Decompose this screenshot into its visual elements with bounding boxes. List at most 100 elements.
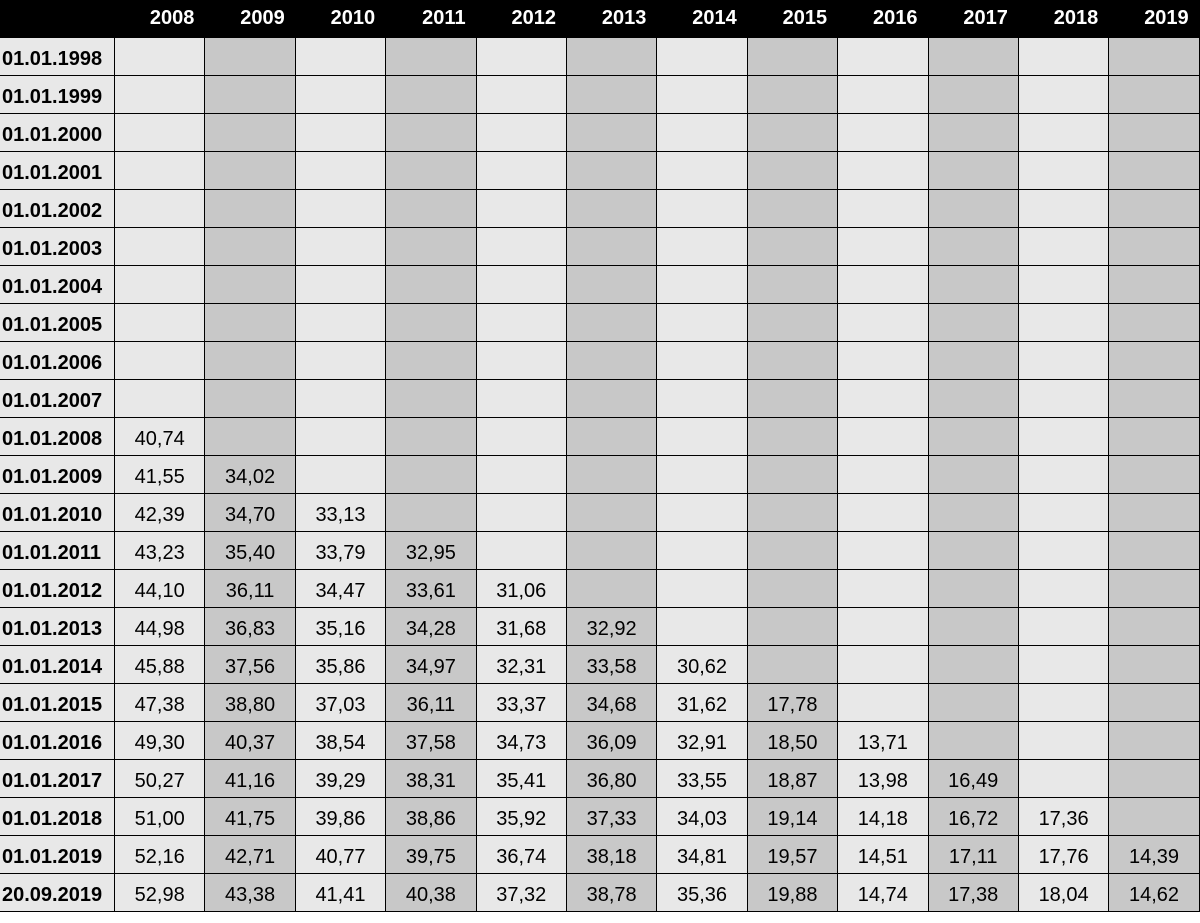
- table-cell: [386, 228, 477, 266]
- table-cell: [295, 228, 387, 266]
- table-cell: [747, 380, 839, 418]
- table-corner: [0, 0, 115, 38]
- table-cell: [566, 456, 658, 494]
- table-cell: 52,98: [115, 874, 206, 912]
- table-cell: 42,71: [205, 836, 296, 874]
- table-cell: 34,73: [476, 722, 567, 760]
- table-cell: 31,68: [476, 608, 567, 646]
- table-cell: [1109, 380, 1200, 418]
- table-cell: [657, 570, 748, 608]
- table-cell: [657, 342, 748, 380]
- table-cell: [1018, 114, 1110, 152]
- table-cell: 16,72: [928, 798, 1019, 836]
- table-cell: 36,11: [205, 570, 296, 608]
- table-cell: [928, 532, 1019, 570]
- column-header: 2018: [1018, 0, 1110, 38]
- table-cell: [1018, 532, 1110, 570]
- table-cell: [1018, 380, 1110, 418]
- table-cell: 40,37: [205, 722, 296, 760]
- table-cell: 35,41: [476, 760, 567, 798]
- table-cell: [205, 76, 296, 114]
- column-header: 2008: [115, 0, 206, 38]
- table-cell: [1109, 798, 1200, 836]
- table-cell: [838, 76, 929, 114]
- table-cell: 38,31: [386, 760, 477, 798]
- row-label: 01.01.2017: [0, 760, 115, 798]
- table-cell: [657, 114, 748, 152]
- table-cell: [476, 228, 567, 266]
- row-label: 01.01.2015: [0, 684, 115, 722]
- table-cell: [747, 456, 839, 494]
- table-cell: 33,58: [566, 646, 658, 684]
- table-cell: 43,38: [205, 874, 296, 912]
- table-cell: [747, 228, 839, 266]
- table-cell: [1109, 456, 1200, 494]
- column-header: 2009: [205, 0, 296, 38]
- table-cell: [295, 418, 387, 456]
- table-cell: [386, 76, 477, 114]
- table-cell: [205, 190, 296, 228]
- table-cell: [1109, 608, 1200, 646]
- table-cell: 34,68: [566, 684, 658, 722]
- table-cell: [295, 190, 387, 228]
- table-cell: [386, 342, 477, 380]
- row-label: 01.01.1999: [0, 76, 115, 114]
- table-cell: [928, 266, 1019, 304]
- table-cell: [386, 380, 477, 418]
- table-cell: [657, 228, 748, 266]
- table-cell: 38,86: [386, 798, 477, 836]
- table-cell: [566, 76, 658, 114]
- table-cell: 32,92: [566, 608, 658, 646]
- table-cell: 41,16: [205, 760, 296, 798]
- table-cell: [1018, 684, 1110, 722]
- table-cell: [657, 304, 748, 342]
- table-cell: 31,06: [476, 570, 567, 608]
- table-cell: [566, 380, 658, 418]
- table-cell: 50,27: [115, 760, 206, 798]
- table-cell: [928, 76, 1019, 114]
- table-cell: [928, 152, 1019, 190]
- table-cell: [386, 152, 477, 190]
- table-cell: 33,13: [295, 494, 387, 532]
- table-cell: [295, 38, 387, 76]
- table-cell: 38,18: [566, 836, 658, 874]
- column-header: 2011: [386, 0, 477, 38]
- table-cell: [566, 152, 658, 190]
- column-header: 2012: [476, 0, 567, 38]
- table-cell: [1109, 342, 1200, 380]
- table-cell: 33,55: [657, 760, 748, 798]
- table-cell: 39,86: [295, 798, 387, 836]
- row-label: 01.01.2019: [0, 836, 115, 874]
- table-cell: [205, 380, 296, 418]
- row-label: 01.01.2005: [0, 304, 115, 342]
- table-cell: [838, 684, 929, 722]
- table-cell: 37,58: [386, 722, 477, 760]
- table-cell: [115, 304, 206, 342]
- table-cell: 18,87: [747, 760, 839, 798]
- table-cell: 31,62: [657, 684, 748, 722]
- table-cell: [928, 494, 1019, 532]
- row-label: 01.01.2001: [0, 152, 115, 190]
- table-cell: [747, 76, 839, 114]
- table-cell: [747, 608, 839, 646]
- table-cell: [115, 76, 206, 114]
- table-cell: [747, 190, 839, 228]
- table-cell: 14,74: [838, 874, 929, 912]
- table-cell: 47,38: [115, 684, 206, 722]
- table-cell: [115, 380, 206, 418]
- table-cell: [1109, 418, 1200, 456]
- table-cell: 44,98: [115, 608, 206, 646]
- table-cell: [476, 266, 567, 304]
- table-cell: 35,40: [205, 532, 296, 570]
- table-cell: [838, 114, 929, 152]
- column-header: 2015: [747, 0, 839, 38]
- table-cell: [1018, 266, 1110, 304]
- table-cell: [295, 114, 387, 152]
- table-cell: [657, 380, 748, 418]
- row-label: 01.01.2008: [0, 418, 115, 456]
- row-label: 01.01.2003: [0, 228, 115, 266]
- table-cell: 18,04: [1018, 874, 1110, 912]
- table-cell: [1109, 38, 1200, 76]
- table-cell: [476, 114, 567, 152]
